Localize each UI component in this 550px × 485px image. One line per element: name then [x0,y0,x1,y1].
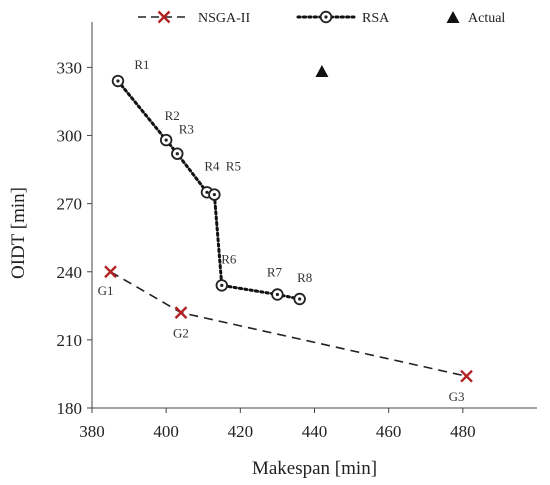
x-tick-label: 480 [450,422,476,441]
circle-dot [298,297,302,301]
point-label-g3: G3 [449,389,465,404]
axes: 380 400 420 440 460 480 180 210 240 270 300 330 [57,22,537,441]
circle-dot [164,138,168,142]
point-label-r3: R3 [179,122,194,137]
x-tick-label: 400 [153,422,179,441]
circle-marker [271,288,284,301]
circle-marker [293,292,306,306]
circle-marker [215,279,228,292]
point-label-g1: G1 [98,283,114,298]
circle-marker [171,147,184,160]
x-tick-label: 460 [376,422,402,441]
circle-dot [116,79,120,83]
legend-label: NSGA-II [198,11,250,26]
legend-label: Actual [468,11,505,26]
y-tick-label: 300 [57,127,83,146]
circle-dot [175,152,179,156]
legend: NSGA-II RSA Actual [138,10,505,26]
y-tick-label: 210 [57,331,83,350]
circle-dot [212,192,216,197]
circle-dot [220,283,224,287]
point-label-r2: R2 [165,108,180,123]
point-label-r1: R1 [134,57,149,72]
circle-marker [111,74,125,88]
series-line [110,271,467,377]
cross-marker [157,10,171,24]
point-label-r8: R8 [297,270,312,285]
cross-marker [174,306,188,319]
x-axis-title: Makespan [min] [252,458,377,479]
triangle-marker [446,11,460,23]
y-tick-label: 180 [57,399,83,418]
legend-item-nsga-ii: NSGA-II [138,10,250,26]
legend-label: RSA [362,11,390,26]
circle-dot [275,292,280,297]
cross-marker [460,369,473,383]
y-tick-label: 240 [57,263,83,282]
point-label-r4: R4 [204,158,220,173]
circle-dot [324,15,328,19]
point-label-g2: G2 [173,326,189,341]
circle-dot [205,190,209,194]
point-label-r6: R6 [221,251,237,266]
series-actual [315,64,329,77]
cross-stroke [460,369,473,383]
point-label-r5: R5 [226,159,241,174]
series-rsa [111,74,306,306]
circle-marker [159,133,173,147]
cross-stroke [157,10,171,24]
circle-marker [319,10,333,24]
circle-marker [208,188,221,201]
cross-stroke [174,306,188,319]
legend-item-rsa: RSA [296,10,390,26]
x-tick-label: 420 [228,422,254,441]
y-axis-title: OIDT [min] [8,187,29,279]
triangle-marker [315,64,329,77]
legend-item-actual: Actual [446,11,505,26]
cross-marker [104,265,117,279]
x-tick-label: 380 [79,422,105,441]
point-label-r7: R7 [267,264,283,279]
series-layer [104,64,473,383]
x-tick-label: 440 [302,422,328,441]
cross-stroke [104,265,117,279]
y-tick-label: 330 [57,58,83,77]
y-tick-label: 270 [57,195,83,214]
series-nsga-ii [104,265,473,383]
